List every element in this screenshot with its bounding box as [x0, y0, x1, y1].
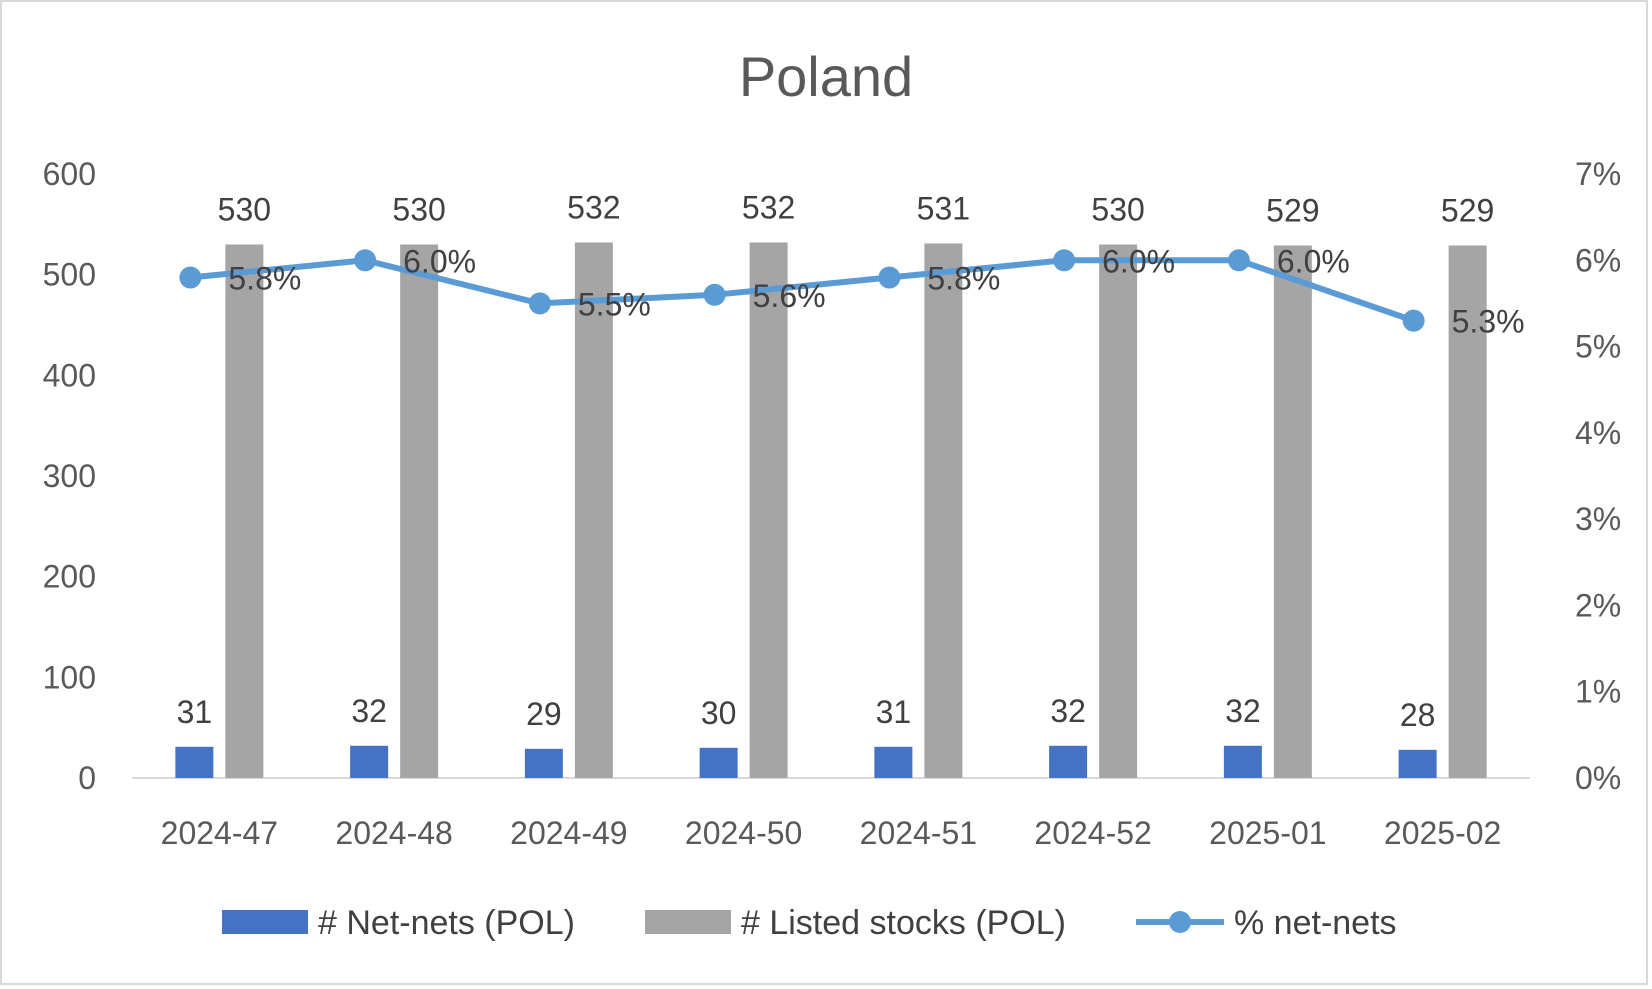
- listed-stocks-bar: [1099, 244, 1138, 778]
- net-nets-pct-data-label: 6.0%: [403, 243, 476, 279]
- listed-stocks-data-label: 531: [917, 190, 970, 226]
- x-axis-tick-label: 2024-49: [510, 815, 627, 851]
- net-nets-bar: [1398, 749, 1437, 778]
- net-nets-bar: [1049, 745, 1088, 778]
- listed-stocks-data-label: 530: [392, 191, 445, 227]
- net-nets-data-label: 29: [526, 696, 562, 732]
- axes: 0 100 200 300 400 500 600 0% 1% 2% 3% 4% 5% 6% 7% 2024-…: [43, 156, 1622, 851]
- net-nets-data-label: 31: [177, 694, 213, 730]
- left-axis-tick-label: 400: [43, 357, 96, 393]
- listed-stocks-data-label: 529: [1441, 192, 1494, 228]
- left-axis-tick-label: 500: [43, 257, 96, 293]
- right-axis-tick-label: 1%: [1575, 674, 1621, 710]
- right-axis-tick-label: 0%: [1575, 760, 1621, 796]
- listed-stocks-bar: [1448, 245, 1487, 778]
- net-nets-pct-marker: [354, 249, 377, 272]
- line-series: [179, 249, 1425, 332]
- listed-stocks-bar: [749, 242, 788, 778]
- data-labels: 31 32 29 30 31 32 32 28 530 530 532 532 531 530 529 529…: [177, 189, 1525, 732]
- right-axis-tick-label: 6%: [1575, 242, 1621, 278]
- net-nets-bar: [524, 748, 563, 778]
- legend-swatch: [644, 910, 731, 934]
- right-axis-tick-label: 5%: [1575, 329, 1621, 365]
- net-nets-pct-marker: [1053, 249, 1076, 272]
- net-nets-pct-data-label: 6.0%: [1102, 243, 1175, 279]
- net-nets-data-label: 32: [1225, 693, 1261, 729]
- left-axis-tick-label: 0: [78, 760, 96, 796]
- legend-marker-swatch: [1169, 911, 1191, 933]
- left-axis-tick-label: 600: [43, 156, 96, 192]
- legend-label: # Listed stocks (POL): [741, 904, 1066, 942]
- net-nets-pct-marker: [878, 266, 901, 289]
- net-nets-pct-data-label: 5.8%: [228, 261, 301, 297]
- x-axis-tick-label: 2025-02: [1384, 815, 1501, 851]
- net-nets-pct-data-label: 6.0%: [1277, 243, 1350, 279]
- x-axis-tick-label: 2025-01: [1209, 815, 1326, 851]
- net-nets-bar: [699, 747, 738, 778]
- net-nets-pct-marker: [179, 266, 202, 289]
- x-axis-tick-label: 2024-52: [1034, 815, 1151, 851]
- listed-stocks-bar: [225, 244, 264, 778]
- x-axis-tick-label: 2024-48: [335, 815, 452, 851]
- right-axis-tick-label: 7%: [1575, 156, 1621, 192]
- net-nets-bar: [175, 746, 214, 778]
- net-nets-pct-marker: [528, 292, 551, 315]
- x-axis-tick-label: 2024-50: [685, 815, 802, 851]
- left-axis-tick-label: 300: [43, 458, 96, 494]
- left-axis-tick-label: 200: [43, 559, 96, 595]
- net-nets-bar: [350, 745, 389, 778]
- net-nets-data-label: 32: [1050, 693, 1086, 729]
- listed-stocks-bar: [574, 242, 613, 778]
- listed-stocks-data-label: 532: [742, 189, 795, 225]
- right-axis-tick-label: 2%: [1575, 587, 1621, 623]
- net-nets-pct-data-label: 5.5%: [578, 286, 651, 322]
- listed-stocks-data-label: 532: [567, 189, 620, 225]
- listed-stocks-bar: [400, 244, 439, 778]
- net-nets-pct-data-label: 5.3%: [1452, 304, 1525, 340]
- right-axis-tick-label: 4%: [1575, 415, 1621, 451]
- net-nets-bar: [1223, 745, 1262, 778]
- legend-label: % net-nets: [1234, 904, 1397, 942]
- listed-stocks-data-label: 530: [218, 191, 271, 227]
- legend-swatch: [222, 910, 308, 934]
- listed-stocks-bar: [924, 243, 963, 778]
- legend: # Net-nets (POL) # Listed stocks (POL) % n…: [222, 904, 1397, 942]
- net-nets-bar: [874, 746, 913, 778]
- net-nets-pct-marker: [1227, 249, 1250, 272]
- net-nets-data-label: 32: [351, 693, 387, 729]
- listed-stocks-bar: [1273, 245, 1312, 778]
- listed-stocks-data-label: 529: [1266, 192, 1319, 228]
- x-axis-tick-label: 2024-51: [860, 815, 977, 851]
- net-nets-data-label: 28: [1400, 697, 1436, 733]
- net-nets-pct-line: [187, 257, 1417, 324]
- x-axis-tick-label: 2024-47: [161, 815, 278, 851]
- net-nets-pct-marker: [703, 283, 726, 306]
- net-nets-data-label: 31: [876, 694, 912, 730]
- net-nets-data-label: 30: [701, 695, 737, 731]
- bars: [175, 242, 1487, 778]
- chart-title: Poland: [739, 45, 913, 108]
- legend-label: # Net-nets (POL): [318, 904, 575, 942]
- listed-stocks-data-label: 530: [1091, 191, 1144, 227]
- net-nets-pct-marker: [1402, 309, 1425, 332]
- net-nets-pct-data-label: 5.6%: [753, 278, 826, 314]
- right-axis-tick-label: 3%: [1575, 501, 1621, 537]
- left-axis-tick-label: 100: [43, 659, 96, 695]
- net-nets-pct-data-label: 5.8%: [927, 261, 1000, 297]
